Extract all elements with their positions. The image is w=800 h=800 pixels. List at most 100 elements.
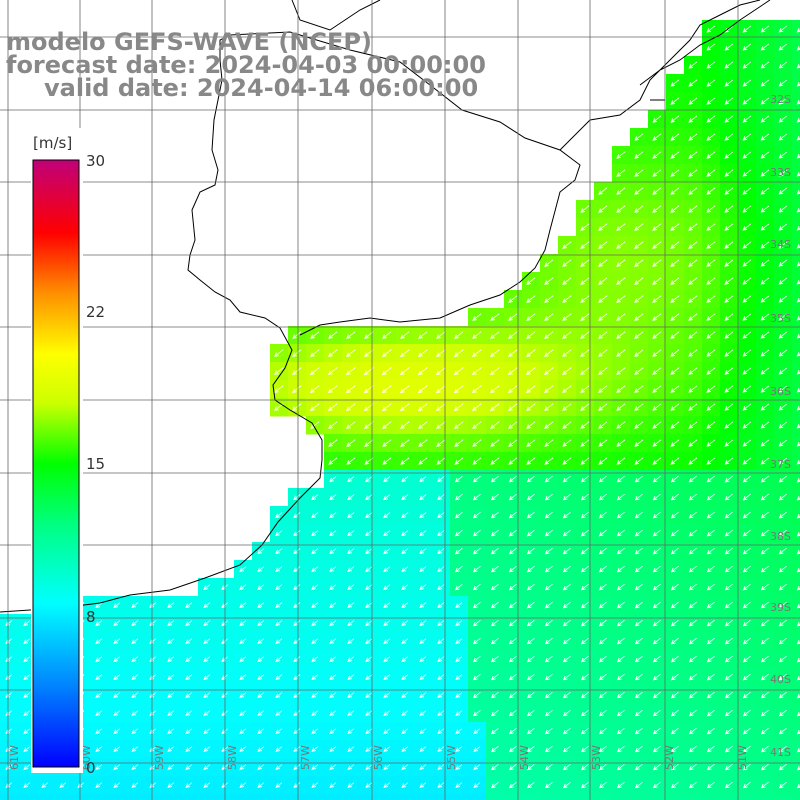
wind-arrow <box>149 620 157 626</box>
wind-arrow <box>365 728 373 734</box>
wind-arrow <box>706 133 716 141</box>
wind-arrow <box>778 709 787 717</box>
wind-arrow <box>490 403 500 411</box>
wind-arrow <box>742 151 752 159</box>
wind-arrow <box>706 511 715 519</box>
wind-arrow <box>400 457 410 465</box>
wind-arrow <box>778 295 788 303</box>
wind-arrow <box>562 367 572 375</box>
wind-arrow <box>347 710 355 716</box>
wind-arrow <box>742 655 751 663</box>
wind-arrow <box>670 727 679 735</box>
wind-arrow <box>742 565 751 573</box>
wind-arrow <box>275 566 283 573</box>
wind-cell <box>252 794 271 800</box>
wind-arrow <box>329 566 337 573</box>
wind-arrow <box>778 727 787 735</box>
wind-arrow <box>778 439 787 447</box>
wind-arrow <box>417 367 428 376</box>
wind-arrow <box>616 277 626 285</box>
wind-arrow <box>507 367 518 376</box>
wind-arrow <box>562 709 571 717</box>
wind-arrow <box>544 745 553 753</box>
wind-arrow <box>544 511 553 519</box>
wind-arrow <box>688 295 698 303</box>
wind-arrow <box>293 512 301 519</box>
wind-arrow <box>418 439 428 447</box>
title-forecast-date: forecast date: 2024-04-03 00:00:00 <box>6 51 486 79</box>
wind-arrow <box>472 439 482 447</box>
wind-arrow <box>275 764 283 770</box>
wind-arrow <box>490 619 499 627</box>
wind-cell <box>144 794 163 800</box>
wind-arrow <box>418 349 428 357</box>
wind-arrow <box>437 548 445 555</box>
wind-cell <box>450 794 469 800</box>
wind-arrow <box>329 656 337 662</box>
wind-arrow <box>580 565 589 573</box>
wind-arrow <box>310 421 320 429</box>
wind-cell <box>792 416 800 435</box>
wind-arrow <box>562 781 571 789</box>
lon-label: 54W <box>518 745 531 770</box>
wind-cell <box>306 794 325 800</box>
lat-labels: 32S 33S 34S 35S 36S 37S 38S 39S 40S 41S <box>770 93 791 759</box>
wind-arrow <box>131 656 139 662</box>
wind-arrow <box>634 547 643 555</box>
wind-arrow <box>544 493 553 501</box>
wind-arrow <box>706 475 715 483</box>
wind-arrow <box>526 763 535 771</box>
wind-arrow <box>401 620 409 626</box>
wind-arrow <box>670 673 679 681</box>
wind-arrow <box>472 313 482 321</box>
wind-arrow <box>706 655 715 663</box>
wind-arrow <box>275 782 283 788</box>
wind-arrow <box>670 619 679 627</box>
wind-arrow <box>598 565 607 573</box>
wind-arrow <box>113 782 121 788</box>
wind-arrow <box>706 547 715 555</box>
wind-arrow <box>562 673 571 681</box>
wind-arrow <box>598 673 607 681</box>
wind-arrow <box>706 583 715 591</box>
wind-arrow <box>436 457 446 465</box>
wind-arrow <box>401 674 409 680</box>
wind-arrow <box>453 385 464 394</box>
wind-arrow <box>419 620 427 626</box>
wind-arrow <box>5 638 13 644</box>
wind-arrow <box>688 691 697 699</box>
wind-arrow <box>329 692 337 698</box>
wind-arrow <box>724 493 733 501</box>
wind-arrow <box>275 584 283 591</box>
wind-arrow <box>365 674 373 680</box>
wind-cell <box>792 344 800 363</box>
wind-cell <box>792 776 800 795</box>
wind-cell <box>540 794 559 800</box>
wind-arrow <box>580 691 589 699</box>
wind-arrow <box>203 620 211 626</box>
wind-arrow <box>580 439 590 447</box>
wind-arrow <box>149 602 157 608</box>
wind-arrow <box>455 656 463 662</box>
wind-arrow <box>23 638 31 644</box>
wind-arrow <box>275 512 283 519</box>
wind-arrow <box>616 691 625 699</box>
wind-arrow <box>616 565 625 573</box>
wind-arrow <box>688 511 697 519</box>
wind-arrow <box>327 385 338 394</box>
wind-arrow <box>95 656 103 662</box>
wind-arrow <box>760 637 769 645</box>
wind-arrow <box>383 602 391 608</box>
wind-arrow <box>688 313 698 321</box>
wind-arrow <box>724 673 733 681</box>
wind-cell <box>36 794 55 800</box>
wind-arrow <box>455 710 463 716</box>
wind-arrow <box>562 331 572 339</box>
wind-arrow <box>347 746 355 752</box>
wind-cell <box>792 110 800 129</box>
wind-arrow <box>472 619 481 627</box>
wind-arrow <box>167 728 175 734</box>
wind-arrow <box>5 674 13 680</box>
wind-cell <box>396 794 415 800</box>
wind-arrow <box>634 583 643 591</box>
